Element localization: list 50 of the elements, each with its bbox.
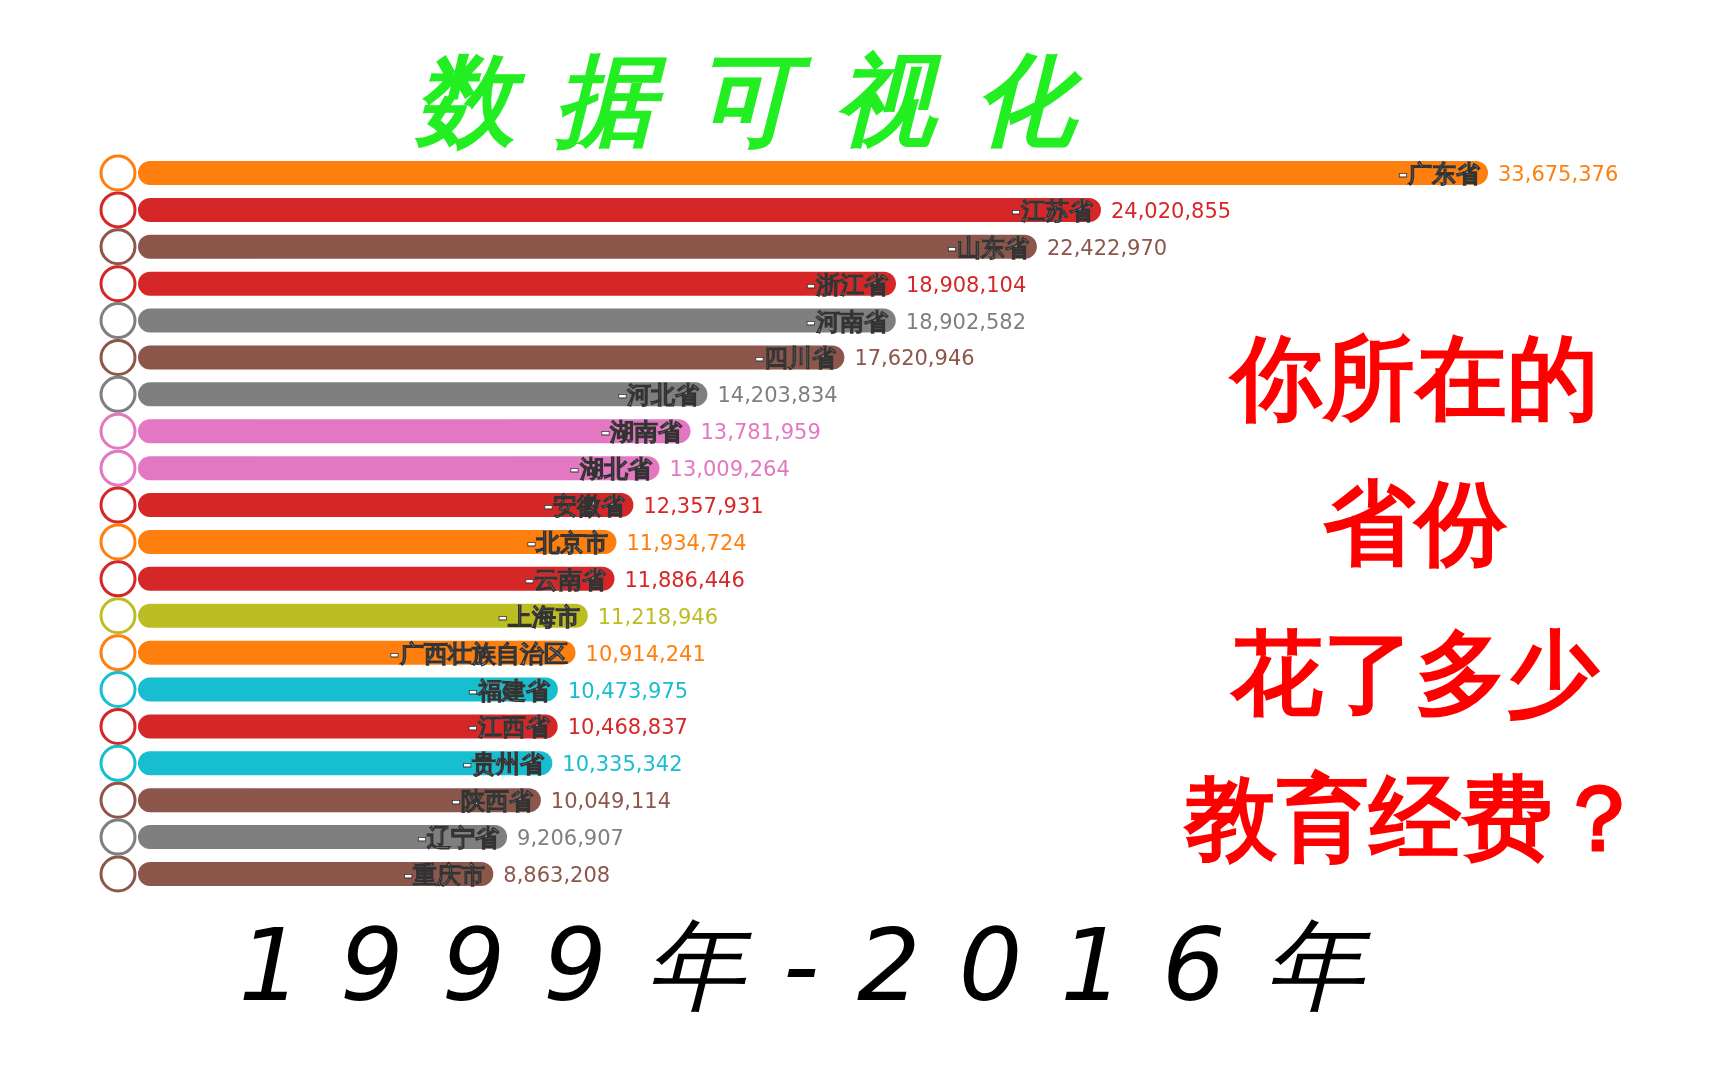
data-label: 13,009,264 bbox=[669, 457, 790, 482]
y-tick-label: -江苏省 bbox=[1010, 196, 1094, 225]
y-tick-label: -江西省 bbox=[467, 713, 551, 742]
data-label: 10,473,975 bbox=[567, 678, 689, 703]
y-tick-label: -湖北省 bbox=[569, 455, 653, 484]
bar bbox=[138, 345, 845, 370]
text: 1999年-2016年 bbox=[238, 907, 1402, 1024]
y-tick-label: -福建省 bbox=[467, 676, 551, 705]
data-label: 17,620,946 bbox=[854, 346, 975, 371]
bar bbox=[138, 161, 1488, 185]
data-label: 10,914,241 bbox=[585, 641, 706, 666]
annotation: 省份 bbox=[1322, 470, 1508, 577]
bar bbox=[138, 271, 896, 296]
y-tick-label: -安徽省 bbox=[543, 492, 627, 521]
bar bbox=[138, 197, 1101, 222]
data-label: 10,049,114 bbox=[550, 789, 672, 814]
data-label: 10,468,837 bbox=[567, 715, 688, 740]
y-tick-label: -山东省 bbox=[946, 233, 1030, 262]
y-tick-label: -河北省 bbox=[617, 381, 701, 410]
y-tick-label: -贵州省 bbox=[462, 750, 546, 779]
data-label: 11,886,446 bbox=[624, 567, 745, 592]
data-label: 11,218,946 bbox=[597, 604, 718, 629]
y-tick-label: -云南省 bbox=[524, 565, 608, 594]
y-tick-label: -浙江省 bbox=[806, 270, 889, 299]
data-label: 10,335,342 bbox=[562, 752, 683, 777]
data-label: 11,934,724 bbox=[626, 530, 747, 555]
annotation: 教育经费？ bbox=[1182, 765, 1645, 872]
bar bbox=[138, 234, 1037, 259]
y-tick-label: -北京市 bbox=[526, 528, 609, 557]
data-label: 24,020,855 bbox=[1110, 198, 1232, 223]
annotation: 你所在的 bbox=[1227, 325, 1599, 432]
data-label: 9,206,907 bbox=[517, 826, 624, 851]
y-tick-label: -湖南省 bbox=[600, 418, 684, 447]
y-tick-label: -辽宁省 bbox=[417, 824, 501, 853]
bar bbox=[138, 382, 708, 407]
y-tick-label: -上海市 bbox=[497, 602, 580, 631]
data-label: 22,422,970 bbox=[1046, 235, 1168, 260]
annotation: 花了多少 bbox=[1229, 620, 1601, 727]
data-label: 33,675,376 bbox=[1498, 162, 1619, 186]
chart-title: 数据可视化 bbox=[414, 42, 1115, 159]
y-tick-label: -广西壮族自治区 bbox=[389, 639, 568, 668]
data-label: 14,203,834 bbox=[717, 383, 838, 408]
data-label: 13,781,959 bbox=[700, 420, 821, 445]
data-label: 18,908,104 bbox=[906, 272, 1027, 297]
data-label: 18,902,582 bbox=[905, 309, 1027, 334]
data-label: 12,357,931 bbox=[643, 494, 764, 519]
y-tick-label: -河南省 bbox=[805, 307, 889, 336]
data-label: 8,863,208 bbox=[503, 863, 611, 887]
bar bbox=[138, 308, 896, 333]
y-tick-label: -广东省 bbox=[1398, 160, 1481, 188]
